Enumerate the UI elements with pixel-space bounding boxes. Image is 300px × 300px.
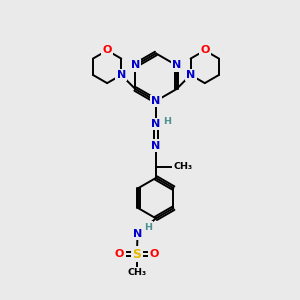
Text: N: N (131, 60, 140, 70)
Text: O: O (149, 249, 159, 259)
Text: S: S (132, 248, 141, 260)
Text: O: O (102, 45, 112, 56)
Text: CH₃: CH₃ (128, 268, 146, 277)
Text: N: N (151, 96, 160, 106)
Text: O: O (115, 249, 124, 259)
Text: O: O (200, 45, 209, 56)
Text: N: N (151, 140, 160, 151)
Text: N: N (151, 119, 160, 129)
Text: N: N (186, 70, 195, 80)
Text: H: H (144, 223, 152, 232)
Text: N: N (172, 60, 181, 70)
Text: N: N (117, 70, 126, 80)
Text: N: N (133, 229, 142, 239)
Text: H: H (163, 117, 171, 126)
Text: CH₃: CH₃ (174, 162, 193, 171)
